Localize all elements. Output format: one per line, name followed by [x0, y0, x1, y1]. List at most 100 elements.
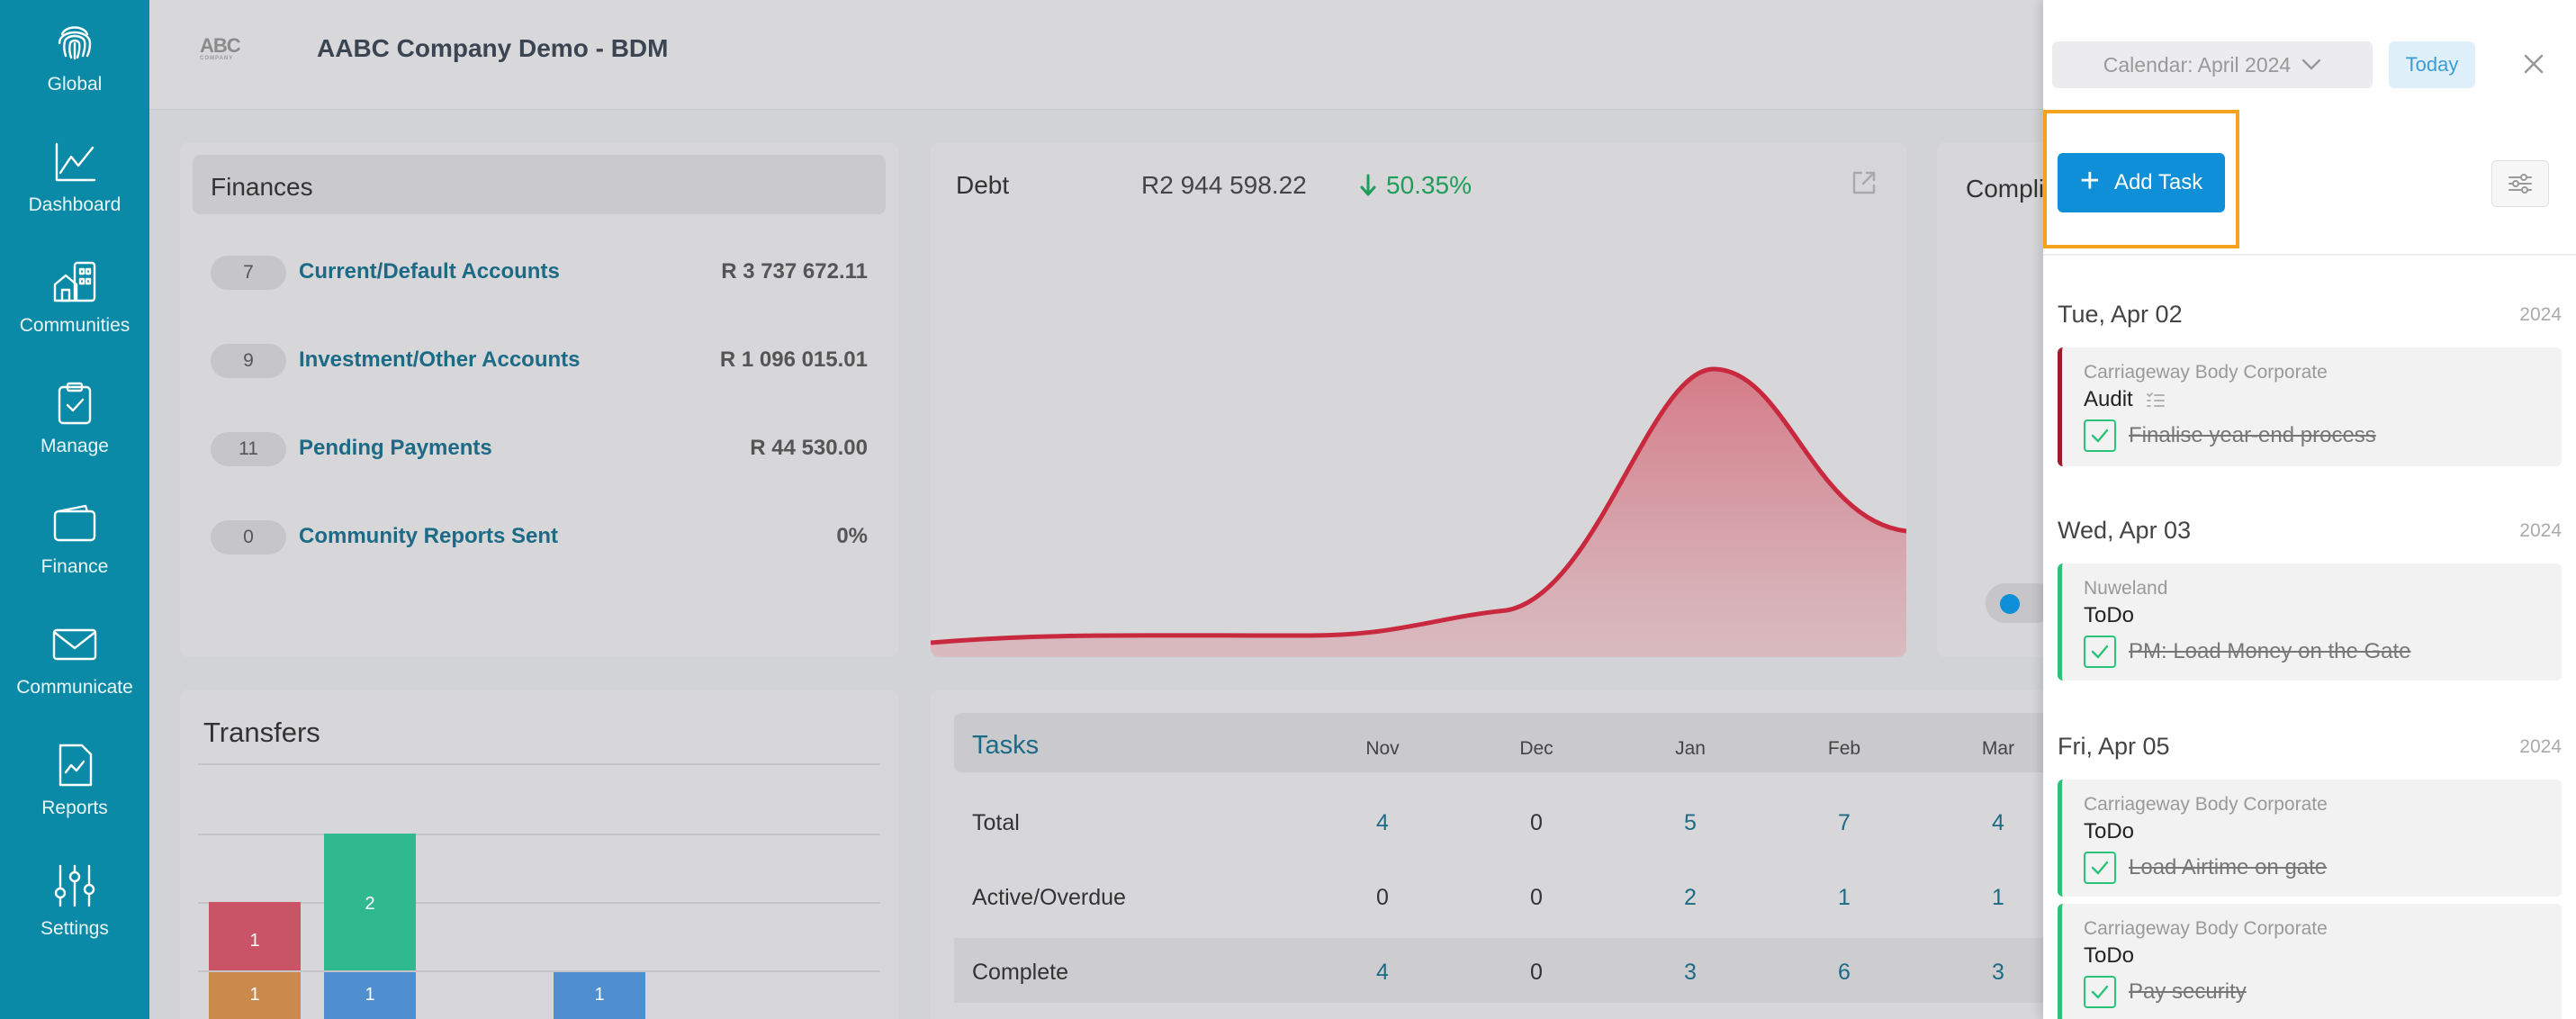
tasks-title[interactable]: Tasks [972, 731, 1040, 760]
task-count[interactable]: 7 [1838, 810, 1851, 835]
task-type: ToDo [2084, 819, 2135, 843]
nav-label: Communicate [16, 677, 133, 698]
month-header: Feb [1827, 738, 1861, 759]
debt-line [931, 366, 1906, 645]
debt-area [931, 369, 1906, 657]
today-button[interactable]: Today [2389, 41, 2475, 88]
table-row: Complete 4 0 3 6 3 [954, 938, 2047, 1003]
day-year: 2024 [2519, 304, 2562, 325]
finance-row: 11 Pending Payments R 44 530.00 [211, 430, 868, 466]
month-header: Dec [1519, 738, 1554, 759]
day-heading: Fri, Apr 05 [2058, 733, 2170, 760]
nav-label: Global [47, 74, 103, 95]
nav-finance[interactable]: Finance [0, 482, 149, 591]
divider [198, 763, 880, 765]
add-task-button[interactable]: + Add Task [2058, 153, 2225, 212]
finance-amount: R 44 530.00 [750, 436, 868, 460]
gridline [198, 970, 880, 972]
nav-communicate[interactable]: Communicate [0, 603, 149, 711]
day-year: 2024 [2519, 736, 2562, 757]
nav-label: Dashboard [28, 194, 122, 215]
task-count[interactable]: 1 [1992, 885, 2004, 910]
finance-amount: R 3 737 672.11 [721, 259, 868, 284]
debt-trend-chart [931, 366, 1906, 657]
task-card[interactable]: Carriageway Body Corporate Audit Finalis… [2058, 347, 2562, 466]
month-header: Jan [1675, 738, 1706, 759]
nav-reports[interactable]: Reports [0, 724, 149, 832]
task-count[interactable]: 3 [1684, 960, 1697, 985]
current-accounts-link[interactable]: Current/Default Accounts [299, 259, 560, 284]
nav-label: Settings [41, 918, 109, 939]
task-count: 0 [1530, 885, 1543, 910]
tasks-header: Tasks Nov Dec Jan Feb Mar [954, 713, 2047, 772]
task-checkbox[interactable] [2084, 419, 2116, 452]
transfers-card: Transfers 1 1 2 1 1 [180, 690, 898, 1019]
tasks-card: Tasks Nov Dec Jan Feb Mar Total 4 0 5 7 … [931, 690, 2047, 1019]
wallet-icon [53, 504, 96, 542]
task-count[interactable]: 4 [1376, 810, 1389, 835]
row-label: Active/Overdue [972, 885, 1126, 910]
task-org: Carriageway Body Corporate [2084, 794, 2328, 815]
task-count[interactable]: 5 [1684, 810, 1697, 835]
task-count[interactable]: 1 [1838, 885, 1851, 910]
debt-change: 50.35% [1359, 171, 1472, 200]
month-header: Mar [1981, 738, 2015, 759]
gridline [198, 902, 880, 904]
table-row: Total 4 0 5 7 4 [954, 789, 2047, 853]
debt-label: Debt [956, 171, 1010, 199]
plus-icon: + [2079, 162, 2100, 200]
close-icon[interactable] [2518, 49, 2549, 79]
row-label: Complete [972, 960, 1068, 985]
task-count[interactable]: 3 [1992, 960, 2004, 985]
sliders-icon [54, 864, 95, 907]
bar-segment: 1 [324, 972, 416, 1019]
check-icon [2091, 428, 2109, 443]
day-heading: Tue, Apr 02 [2058, 301, 2183, 328]
task-count[interactable]: 4 [1992, 810, 2004, 835]
debt-card: Debt R2 944 598.22 50.35% [931, 142, 1906, 657]
task-count[interactable]: 6 [1838, 960, 1851, 985]
task-org: Carriageway Body Corporate [2084, 362, 2328, 383]
transfers-title: Transfers [203, 717, 320, 748]
task-count[interactable]: 2 [1684, 885, 1697, 910]
task-checkbox[interactable] [2084, 636, 2116, 668]
investment-accounts-link[interactable]: Investment/Other Accounts [299, 347, 581, 372]
task-card[interactable]: Carriageway Body Corporate ToDo Pay secu… [2058, 904, 2562, 1019]
envelope-icon [52, 628, 97, 661]
task-count: 0 [1376, 885, 1389, 910]
task-count[interactable]: 4 [1376, 960, 1389, 985]
filter-button[interactable] [2491, 160, 2549, 207]
finances-title: Finances [193, 155, 886, 214]
nav-label: Communities [19, 315, 131, 336]
task-type: Audit [2084, 387, 2166, 412]
finances-card: Finances 7 Current/Default Accounts R 3 … [180, 142, 898, 657]
count-badge: 0 [211, 520, 286, 555]
day-heading: Wed, Apr 03 [2058, 517, 2192, 544]
task-text: Pay security [2129, 979, 2247, 1004]
count-badge: 9 [211, 344, 286, 378]
task-checkbox[interactable] [2084, 976, 2116, 1008]
community-reports-link[interactable]: Community Reports Sent [299, 524, 559, 548]
pending-payments-link[interactable]: Pending Payments [299, 436, 492, 460]
check-icon [2091, 645, 2109, 659]
nav-settings[interactable]: Settings [0, 844, 149, 952]
nav-manage[interactable]: Manage [0, 362, 149, 470]
nav-communities[interactable]: Communities [0, 241, 149, 349]
count-badge: 7 [211, 256, 286, 290]
divider [2043, 254, 2576, 256]
task-checkbox[interactable] [2084, 852, 2116, 884]
nav-dashboard[interactable]: Dashboard [0, 121, 149, 229]
task-card[interactable]: Carriageway Body Corporate ToDo Load Air… [2058, 780, 2562, 897]
nav-global[interactable]: Global [0, 0, 149, 108]
debt-amount: R2 944 598.22 [1141, 171, 1307, 199]
bar-segment: 2 [324, 834, 416, 970]
finance-row: 9 Investment/Other Accounts R 1 096 015.… [211, 342, 868, 378]
gridline [198, 834, 880, 835]
arrow-down-icon [1360, 174, 1376, 196]
chevron-down-icon [2302, 59, 2321, 70]
calendar-month-select[interactable]: Calendar: April 2024 [2052, 41, 2373, 88]
external-link-icon[interactable] [1849, 167, 1879, 198]
task-card[interactable]: Nuweland ToDo PM: Load Money on the Gate [2058, 564, 2562, 681]
checklist-icon [2146, 392, 2165, 407]
task-text: Load Airtime on gate [2129, 855, 2328, 879]
